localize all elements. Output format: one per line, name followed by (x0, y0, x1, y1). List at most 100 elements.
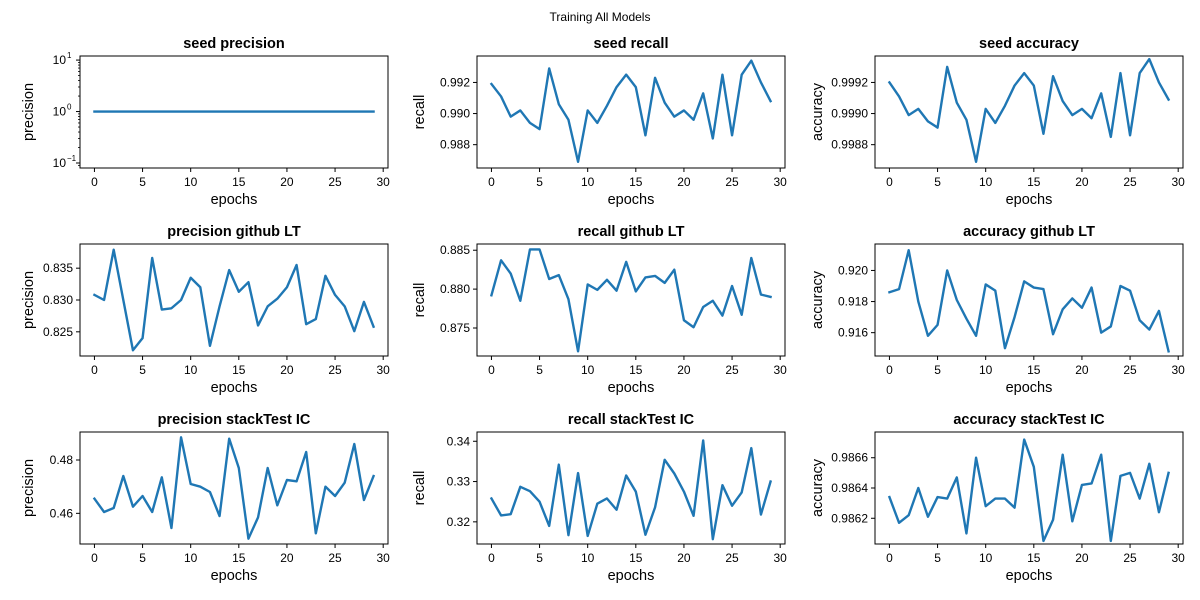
series-line (887, 57, 1171, 163)
x-tick-label: 20 (280, 363, 294, 377)
subplot-title: accuracy github LT (963, 224, 1095, 240)
x-tick-label: 0 (488, 175, 495, 189)
series-line (887, 249, 1171, 353)
y-tick-label: 10 (53, 105, 67, 119)
series-line (887, 438, 1171, 543)
axes-frame (476, 55, 786, 169)
y-tick-exponent: 1 (67, 51, 72, 60)
x-tick-label: 30 (774, 363, 788, 377)
x-axis-label: epochs (608, 568, 655, 584)
x-tick-label: 15 (232, 551, 246, 565)
subplot-4: 0 5 10 15 20 25 30 0.825 0.830 0.835 precision git… (21, 224, 390, 396)
x-axis-label: epochs (211, 380, 258, 396)
x-tick-label: 25 (328, 175, 342, 189)
series-line (489, 248, 773, 353)
x-axis-label: epochs (211, 192, 258, 208)
x-tick-label: 10 (979, 363, 993, 377)
x-tick-label: 15 (629, 551, 643, 565)
y-tick-exponent: −1 (67, 154, 77, 163)
subplot-title: seed accuracy (979, 36, 1079, 52)
y-axis-label: precision (21, 83, 37, 141)
subplot-title: seed precision (183, 36, 285, 52)
axes-frame (79, 431, 389, 545)
x-tick-label: 5 (139, 363, 146, 377)
x-tick-label: 20 (1075, 363, 1089, 377)
x-tick-label: 0 (91, 175, 98, 189)
x-tick-label: 15 (232, 363, 246, 377)
x-tick-label: 5 (139, 175, 146, 189)
figure-suptitle: Training All Models (550, 10, 651, 24)
y-tick-label: 0.918 (838, 295, 868, 309)
x-tick-label: 15 (1027, 363, 1041, 377)
x-tick-label: 0 (488, 363, 495, 377)
subplot-title: precision stackTest IC (158, 412, 311, 428)
x-tick-label: 30 (774, 551, 788, 565)
x-tick-label: 20 (280, 175, 294, 189)
series-line (92, 248, 376, 352)
y-tick-label: 0.885 (440, 243, 470, 257)
x-tick-label: 10 (184, 551, 198, 565)
x-tick-label: 10 (581, 175, 595, 189)
axes-frame (874, 55, 1184, 169)
subplot-2: 0 5 10 15 20 25 30 0.988 0.990 0.992 seed recall ep… (412, 36, 787, 208)
x-tick-label: 20 (677, 175, 691, 189)
y-tick-label: 0.33 (447, 475, 471, 489)
y-tick-label: 0.9862 (831, 511, 868, 525)
y-axis-label: accuracy (810, 458, 826, 517)
x-tick-label: 15 (1027, 551, 1041, 565)
x-tick-label: 5 (536, 363, 543, 377)
x-tick-label: 30 (1172, 551, 1186, 565)
x-tick-label: 0 (91, 363, 98, 377)
series-line (92, 436, 376, 540)
y-tick-label: 0.46 (50, 506, 74, 520)
x-tick-label: 15 (629, 175, 643, 189)
x-tick-label: 10 (979, 551, 993, 565)
x-tick-label: 5 (536, 175, 543, 189)
y-axis-label: recall (412, 95, 428, 130)
subplot-3: 0 5 10 15 20 25 30 0.9988 0.9990 0.9992 seed accur… (810, 36, 1185, 208)
x-axis-label: epochs (1006, 380, 1053, 396)
y-tick-label: 10 (53, 156, 67, 170)
x-tick-label: 25 (725, 551, 739, 565)
subplot-title: seed recall (594, 36, 669, 52)
y-tick-label: 10 (53, 53, 67, 67)
y-axis-label: precision (21, 459, 37, 517)
x-tick-label: 20 (677, 363, 691, 377)
x-tick-label: 10 (979, 175, 993, 189)
subplot-8: 0 5 10 15 20 25 30 0.32 0.33 0.34 recall stackTest… (412, 412, 787, 584)
subplot-5: 0 5 10 15 20 25 30 0.875 0.880 0.885 recall github… (412, 224, 787, 396)
y-axis-label: precision (21, 271, 37, 329)
series-line (489, 59, 773, 163)
x-axis-label: epochs (1006, 192, 1053, 208)
y-tick-label: 0.9864 (831, 481, 868, 495)
y-tick-label: 0.9866 (831, 451, 868, 465)
axes-frame (874, 243, 1184, 357)
x-tick-label: 15 (232, 175, 246, 189)
axes-frame (476, 431, 786, 545)
y-axis-label: recall (412, 283, 428, 318)
x-tick-label: 0 (886, 175, 893, 189)
x-tick-label: 25 (725, 363, 739, 377)
y-tick-label: 0.835 (43, 261, 73, 275)
x-tick-label: 0 (91, 551, 98, 565)
x-tick-label: 10 (581, 551, 595, 565)
y-tick-label: 0.9992 (831, 75, 868, 89)
x-tick-label: 0 (886, 363, 893, 377)
subplot-6: 0 5 10 15 20 25 30 0.916 0.918 0.920 accuracy gith… (810, 224, 1185, 396)
y-tick-label: 0.48 (50, 453, 74, 467)
axes-frame (476, 243, 786, 357)
x-tick-label: 20 (677, 551, 691, 565)
x-tick-label: 30 (377, 551, 391, 565)
subplot-title: precision github LT (167, 224, 301, 240)
x-tick-label: 30 (774, 175, 788, 189)
x-tick-label: 5 (934, 363, 941, 377)
x-tick-label: 5 (934, 175, 941, 189)
x-axis-label: epochs (608, 192, 655, 208)
x-tick-label: 30 (1172, 363, 1186, 377)
y-tick-label: 0.32 (447, 515, 471, 529)
y-tick-label: 0.916 (838, 326, 868, 340)
y-tick-label: 0.825 (43, 325, 73, 339)
